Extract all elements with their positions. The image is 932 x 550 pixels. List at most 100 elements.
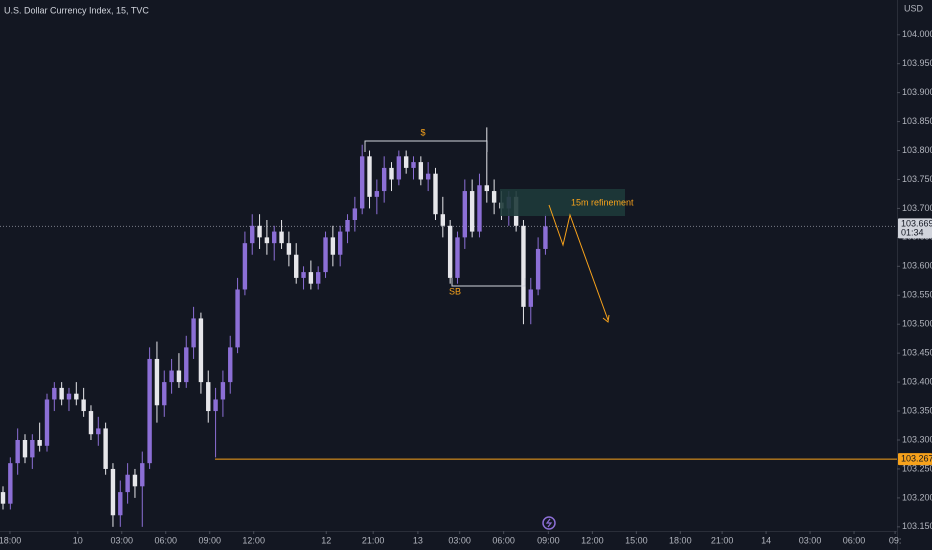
candle-body bbox=[469, 191, 475, 232]
candle-body bbox=[484, 185, 489, 192]
y-tick-label: 103.700 bbox=[902, 203, 932, 213]
x-tick-label: 09:00 bbox=[537, 535, 560, 545]
candle-body bbox=[294, 254, 299, 278]
y-tick-label: 103.950 bbox=[902, 58, 932, 68]
x-tick-label: 18:00 bbox=[0, 535, 21, 545]
candle-body bbox=[374, 191, 380, 197]
x-tick-label: 14 bbox=[761, 535, 771, 545]
refinement-zone bbox=[500, 189, 625, 216]
x-tick-label: 15:00 bbox=[625, 535, 648, 545]
y-tick-label: 103.300 bbox=[902, 434, 932, 444]
candle-body bbox=[140, 463, 145, 487]
candle-body bbox=[403, 156, 409, 168]
candle-body bbox=[308, 272, 314, 284]
candle-body bbox=[206, 382, 211, 412]
candle-body bbox=[162, 382, 167, 406]
candle-body bbox=[359, 156, 365, 209]
candle-body bbox=[389, 167, 394, 180]
y-tick-label: 103.850 bbox=[902, 116, 932, 126]
currency-label: USD bbox=[904, 3, 924, 13]
candle-body bbox=[521, 225, 526, 307]
candle-body bbox=[279, 231, 284, 244]
event-icon[interactable] bbox=[542, 516, 556, 530]
annotations: $ SB 15m refinement bbox=[364, 127, 634, 530]
y-tick-label: 103.200 bbox=[902, 492, 932, 502]
candle-body bbox=[477, 185, 482, 232]
candle-body bbox=[396, 156, 402, 180]
y-tick-label: 103.150 bbox=[902, 521, 932, 531]
candle-body bbox=[235, 289, 240, 348]
candle-body bbox=[184, 347, 189, 383]
refinement-label: 15m refinement bbox=[571, 197, 634, 207]
x-tick-label: 21:00 bbox=[711, 535, 734, 545]
candle-body bbox=[198, 318, 204, 383]
x-tick-label: 18:00 bbox=[669, 535, 692, 545]
candle-body bbox=[528, 289, 533, 307]
candle-body bbox=[543, 226, 548, 249]
candle-body bbox=[125, 474, 130, 493]
y-tick-label: 103.250 bbox=[902, 463, 932, 473]
candle-body bbox=[301, 272, 306, 278]
candle-body bbox=[176, 370, 182, 383]
y-tick-label: 103.450 bbox=[902, 348, 932, 358]
candle-body bbox=[22, 440, 28, 458]
level-label: 103.267 bbox=[901, 453, 932, 463]
chart-title: U.S. Dollar Currency Index, 15, TVC bbox=[4, 5, 149, 15]
candle-body bbox=[352, 208, 358, 220]
candle-body bbox=[110, 468, 116, 516]
x-tick-label: 06:00 bbox=[492, 535, 515, 545]
event-icon-bolt bbox=[545, 518, 553, 528]
candle-body bbox=[74, 393, 79, 400]
candle-body bbox=[220, 382, 226, 400]
liquidity-line bbox=[364, 140, 488, 152]
candle-body bbox=[15, 440, 20, 464]
countdown-label: 01:34 bbox=[901, 228, 924, 238]
sb-line bbox=[451, 278, 526, 287]
projection-arrowhead bbox=[602, 314, 610, 323]
candle-body bbox=[345, 220, 350, 232]
candle-body bbox=[96, 428, 101, 435]
candle-body bbox=[491, 191, 497, 203]
x-tick-label: 03:00 bbox=[799, 535, 822, 545]
x-tick-label: 09:00 bbox=[198, 535, 221, 545]
candle-body bbox=[228, 347, 233, 383]
x-tick-label: 12 bbox=[321, 535, 331, 545]
x-tick-label: 03:00 bbox=[110, 535, 133, 545]
candle-body bbox=[8, 463, 13, 504]
x-tick-label: 12:00 bbox=[581, 535, 604, 545]
candle-body bbox=[535, 248, 541, 290]
projection-path bbox=[548, 204, 609, 321]
candle-body bbox=[433, 173, 438, 215]
candle-body bbox=[440, 214, 446, 226]
candle-body bbox=[191, 318, 196, 348]
x-tick-label: 09: bbox=[889, 535, 902, 545]
y-tick-label: 103.750 bbox=[902, 174, 932, 184]
candle-body bbox=[330, 237, 336, 255]
candle-body bbox=[447, 225, 453, 278]
x-tick-label: 12:00 bbox=[242, 535, 265, 545]
candle-body bbox=[462, 191, 468, 238]
candle-body bbox=[411, 162, 416, 168]
candle-body bbox=[59, 387, 64, 400]
last-price-tag bbox=[898, 218, 932, 239]
candle-body bbox=[264, 237, 270, 244]
x-tick-label: 13 bbox=[413, 535, 423, 545]
candle-body bbox=[103, 428, 108, 469]
candle-body bbox=[154, 358, 160, 406]
candle-body bbox=[44, 399, 50, 446]
y-tick-label: 103.350 bbox=[902, 405, 932, 415]
candle-body bbox=[455, 237, 460, 278]
candle-body bbox=[213, 399, 218, 412]
candle-body bbox=[337, 231, 343, 255]
candle-body bbox=[316, 272, 321, 284]
candle-body bbox=[0, 492, 6, 504]
y-tick-label: 103.550 bbox=[902, 290, 932, 300]
candle-body bbox=[37, 440, 42, 446]
candle-body bbox=[425, 173, 431, 180]
y-tick-label: 103.900 bbox=[902, 87, 932, 97]
x-tick-label: 21:00 bbox=[362, 535, 385, 545]
candle-body bbox=[323, 237, 328, 273]
candle-body bbox=[286, 243, 292, 255]
